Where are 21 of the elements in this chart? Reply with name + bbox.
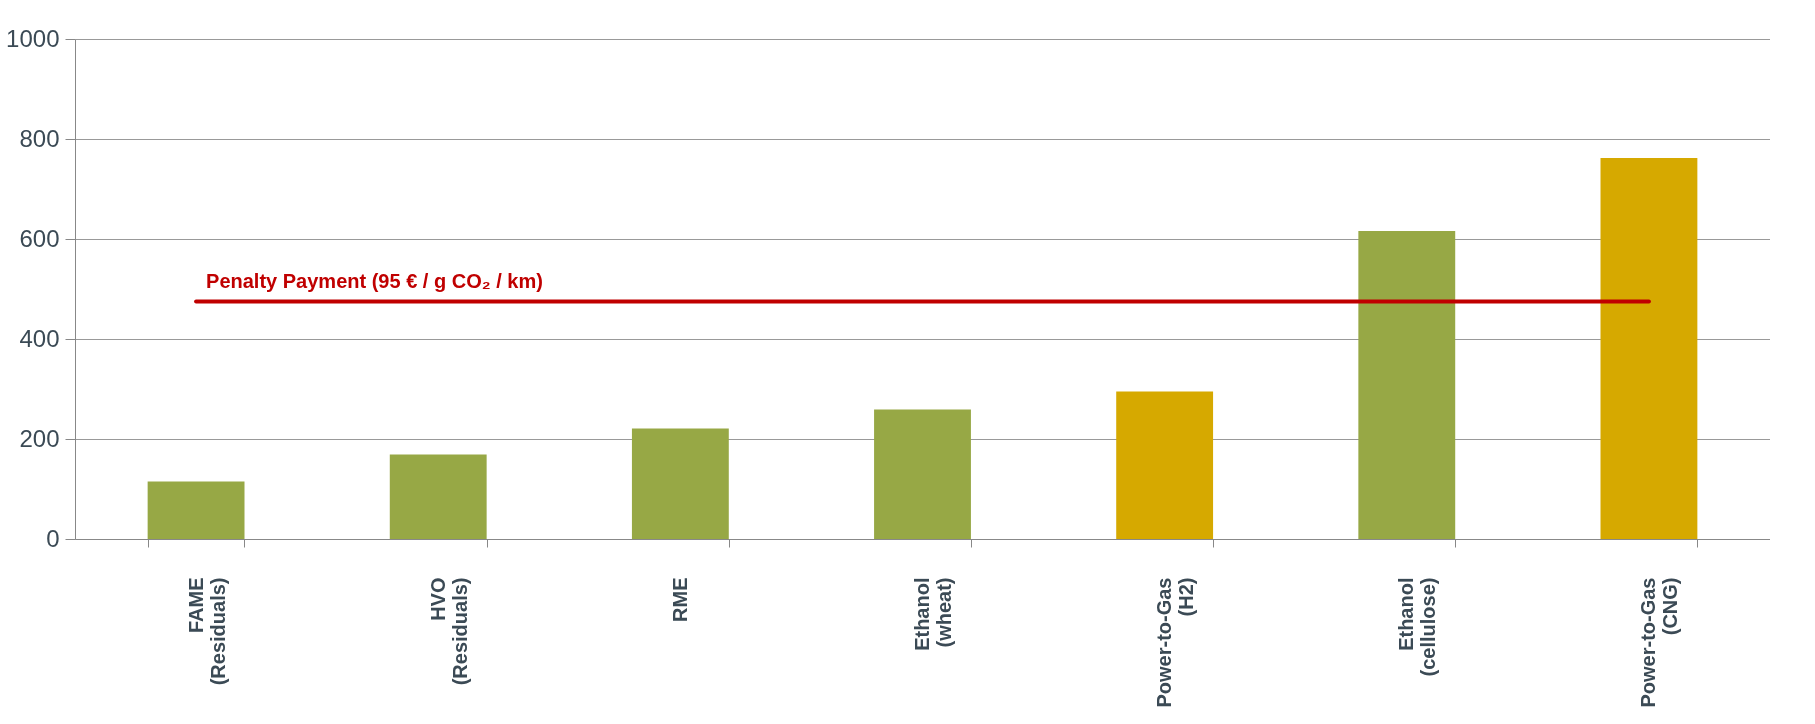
ref-line-label: Penalty Payment (95 € / g CO₂ / km) (206, 269, 543, 292)
y-tick-label: 400 (19, 324, 60, 352)
bar (389, 454, 487, 539)
x-tick-label: RME (668, 577, 691, 622)
x-tick-label: Power-to-Gas (H2) (1153, 577, 1198, 708)
x-tick-label: HVO (Residuals) (426, 577, 471, 686)
x-tick-label: FAME (Residuals) (184, 577, 229, 686)
y-tick-label: 600 (19, 224, 60, 252)
bar (1600, 158, 1698, 539)
y-tick-label: 1000 (6, 24, 60, 52)
bar (874, 409, 971, 539)
x-tick-label: Ethanol (wheat) (911, 577, 955, 651)
y-tick-label: 200 (19, 424, 60, 452)
x-tick-label: Ethanol (cellulose) (1395, 577, 1440, 677)
bar (1116, 391, 1214, 539)
bar (631, 428, 729, 539)
y-tick-label: 800 (19, 124, 60, 152)
bar (1358, 231, 1456, 539)
bar (147, 481, 245, 539)
x-tick-label: Power-to-Gas (CNG) (1637, 577, 1682, 708)
y-tick-label: 0 (46, 524, 60, 552)
